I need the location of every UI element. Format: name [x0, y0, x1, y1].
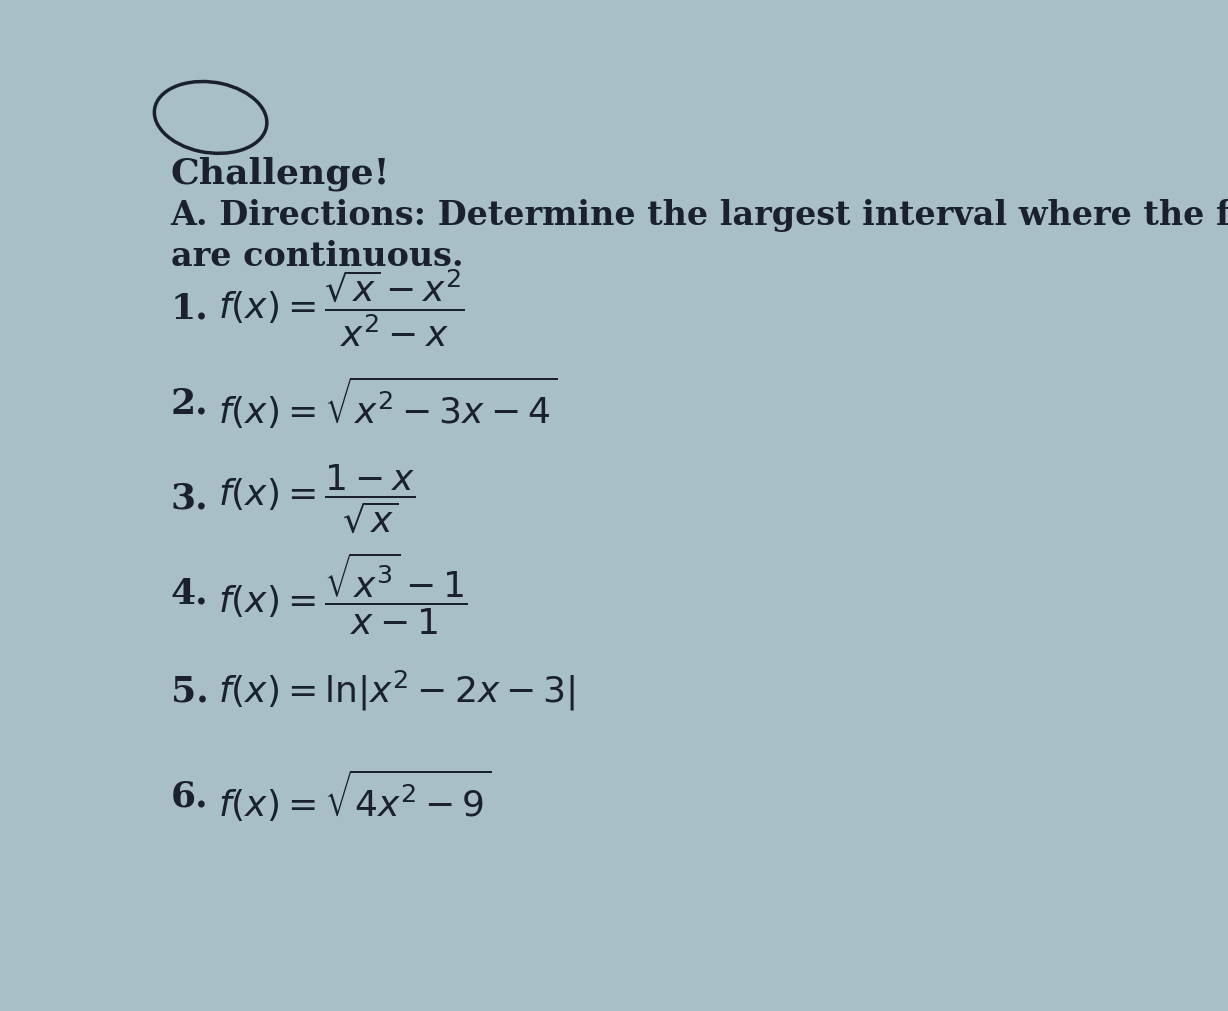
Text: A. Directions: Determine the largest interval where the f: A. Directions: Determine the largest int…: [171, 199, 1228, 233]
Text: are continuous.: are continuous.: [171, 240, 463, 273]
Text: 4.: 4.: [171, 577, 209, 611]
Text: $f(x) = \dfrac{\sqrt{x}-x^{2}}{x^{2}-x}$: $f(x) = \dfrac{\sqrt{x}-x^{2}}{x^{2}-x}$: [219, 267, 464, 349]
Text: 6.: 6.: [171, 779, 209, 813]
Text: $f(x) = \dfrac{\sqrt{x^{3}}-1}{x-1}$: $f(x) = \dfrac{\sqrt{x^{3}}-1}{x-1}$: [219, 551, 468, 637]
Text: $f(x) = \ln|x^{2}-2x-3|$: $f(x) = \ln|x^{2}-2x-3|$: [219, 669, 576, 713]
Text: Challenge!: Challenge!: [171, 157, 391, 191]
Text: 1.: 1.: [171, 291, 209, 326]
Text: $f(x) = \sqrt{4x^{2}-9}$: $f(x) = \sqrt{4x^{2}-9}$: [219, 768, 491, 824]
Text: $f(x) = \dfrac{1-x}{\sqrt{x}}$: $f(x) = \dfrac{1-x}{\sqrt{x}}$: [219, 463, 416, 535]
Text: $f(x) = \sqrt{x^{2}-3x-4}$: $f(x) = \sqrt{x^{2}-3x-4}$: [219, 375, 558, 432]
Text: 2.: 2.: [171, 386, 209, 421]
Text: 5.: 5.: [171, 674, 209, 708]
Text: 3.: 3.: [171, 482, 209, 516]
